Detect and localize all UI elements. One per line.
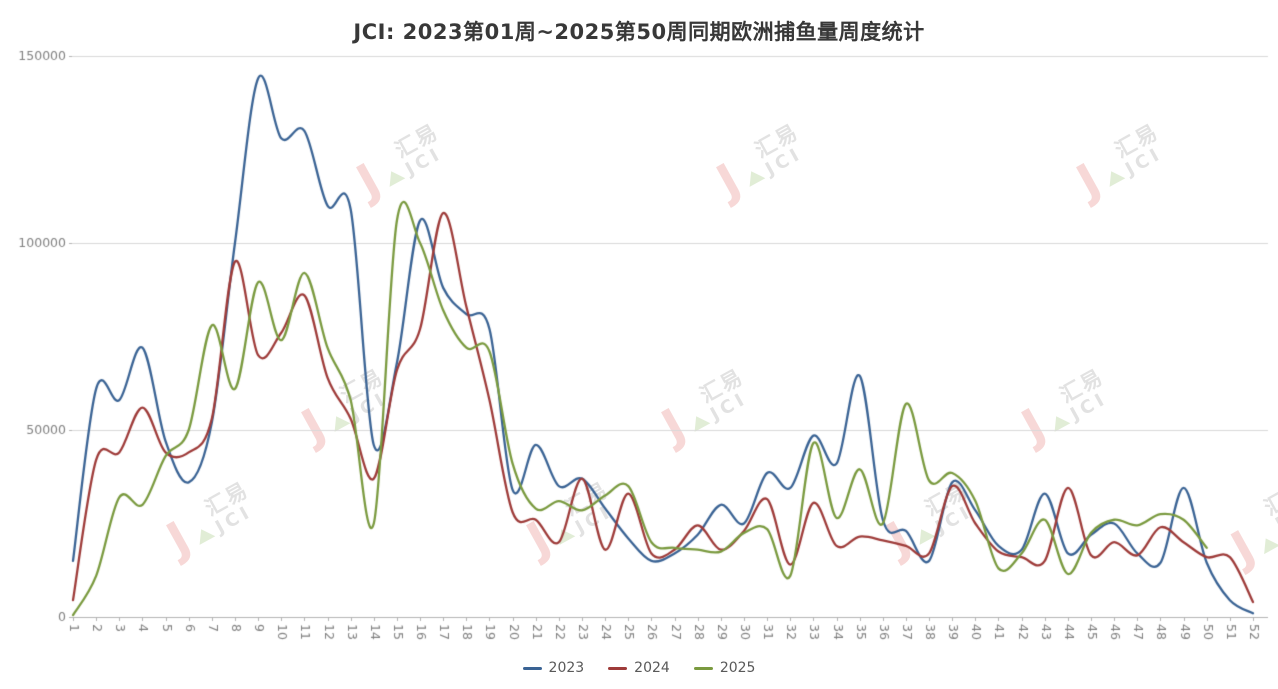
legend-item-2025[interactable]: 2025: [693, 660, 756, 676]
legend-swatch-2023: [522, 666, 542, 670]
legend-swatch-2025: [693, 666, 713, 670]
legend-label-2025: 2025: [719, 660, 756, 676]
legend-item-2024[interactable]: 2024: [608, 660, 670, 676]
legend-item-2023[interactable]: 2023: [522, 660, 585, 676]
legend-label-2024: 2024: [634, 660, 670, 676]
chart-legend: 2023 2024 2025: [0, 660, 1278, 676]
legend-label-2023: 2023: [548, 660, 585, 676]
legend-swatch-2024: [608, 666, 628, 670]
